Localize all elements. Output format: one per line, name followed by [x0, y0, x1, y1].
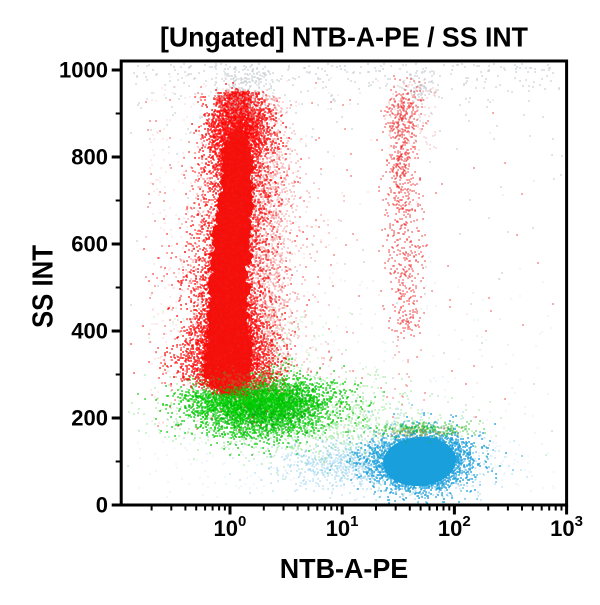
svg-text:600: 600 [71, 232, 108, 257]
svg-text:400: 400 [71, 319, 108, 344]
svg-text:0: 0 [96, 493, 108, 518]
svg-text:NTB-A-PE: NTB-A-PE [280, 553, 409, 584]
svg-text:200: 200 [71, 406, 108, 431]
svg-text:[Ungated] NTB-A-PE / SS INT: [Ungated] NTB-A-PE / SS INT [160, 22, 528, 53]
svg-text:1000: 1000 [59, 58, 108, 83]
svg-text:SS INT: SS INT [28, 245, 60, 328]
svg-text:800: 800 [71, 145, 108, 170]
